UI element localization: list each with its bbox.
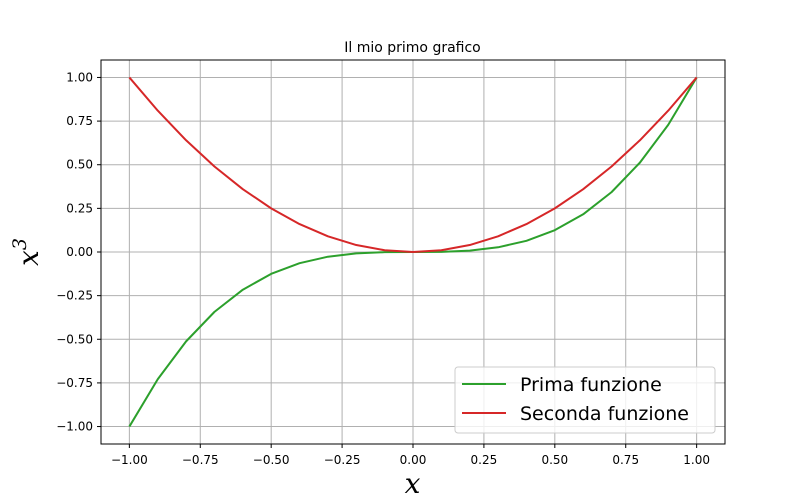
y-tick-label: −0.50 (56, 332, 93, 346)
y-tick-label: −0.75 (56, 376, 93, 390)
legend: Prima funzione Seconda funzione (454, 366, 716, 434)
y-axis: −1.00 −0.75 −0.50 −0.25 0.00 0.25 0.50 0.75 1.00 (56, 70, 101, 434)
legend-box (454, 366, 716, 434)
x-tick-label: 0.25 (471, 453, 498, 467)
x-axis: −1.00 −0.75 −0.50 −0.25 0.00 0.25 0.50 0.75 1.00 (111, 444, 710, 467)
y-axis-label-base: x (12, 250, 45, 266)
y-axis-label-exponent: 3 (9, 238, 31, 250)
y-axis-label: x3 (9, 238, 45, 266)
series-lines (128, 76, 698, 428)
y-tick-label: −0.25 (56, 289, 93, 303)
y-tick-label: 0.50 (66, 158, 93, 172)
legend-label-1: Prima funzione (520, 374, 662, 396)
legend-label-2: Seconda funzione (520, 403, 689, 425)
y-tick-label: 0.25 (66, 201, 93, 215)
x-tick-label: 1.00 (683, 453, 710, 467)
y-tick-label: 0.00 (66, 245, 93, 259)
series-line-2 (128, 76, 698, 253)
x-tick-label: −1.00 (111, 453, 148, 467)
y-tick-label: 0.75 (66, 114, 93, 128)
y-tick-label: −1.00 (56, 420, 93, 434)
x-tick-label: 0.75 (612, 453, 639, 467)
x-tick-label: 0.50 (541, 453, 568, 467)
x-axis-label: x (405, 467, 421, 499)
y-tick-label: 1.00 (66, 70, 93, 84)
x-tick-label: 0.00 (400, 453, 427, 467)
x-tick-label: −0.75 (182, 453, 219, 467)
chart-title: Il mio primo grafico (344, 40, 481, 56)
x-tick-label: −0.25 (324, 453, 361, 467)
x-tick-label: −0.50 (253, 453, 290, 467)
